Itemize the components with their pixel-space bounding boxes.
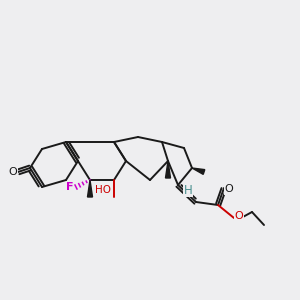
Text: O: O	[9, 167, 17, 177]
Text: H: H	[184, 184, 192, 196]
Polygon shape	[166, 161, 170, 178]
Polygon shape	[88, 180, 92, 197]
Polygon shape	[192, 168, 205, 174]
Text: HO: HO	[95, 185, 111, 195]
Text: O: O	[225, 184, 233, 194]
Text: F: F	[66, 182, 74, 192]
Text: O: O	[235, 211, 243, 221]
